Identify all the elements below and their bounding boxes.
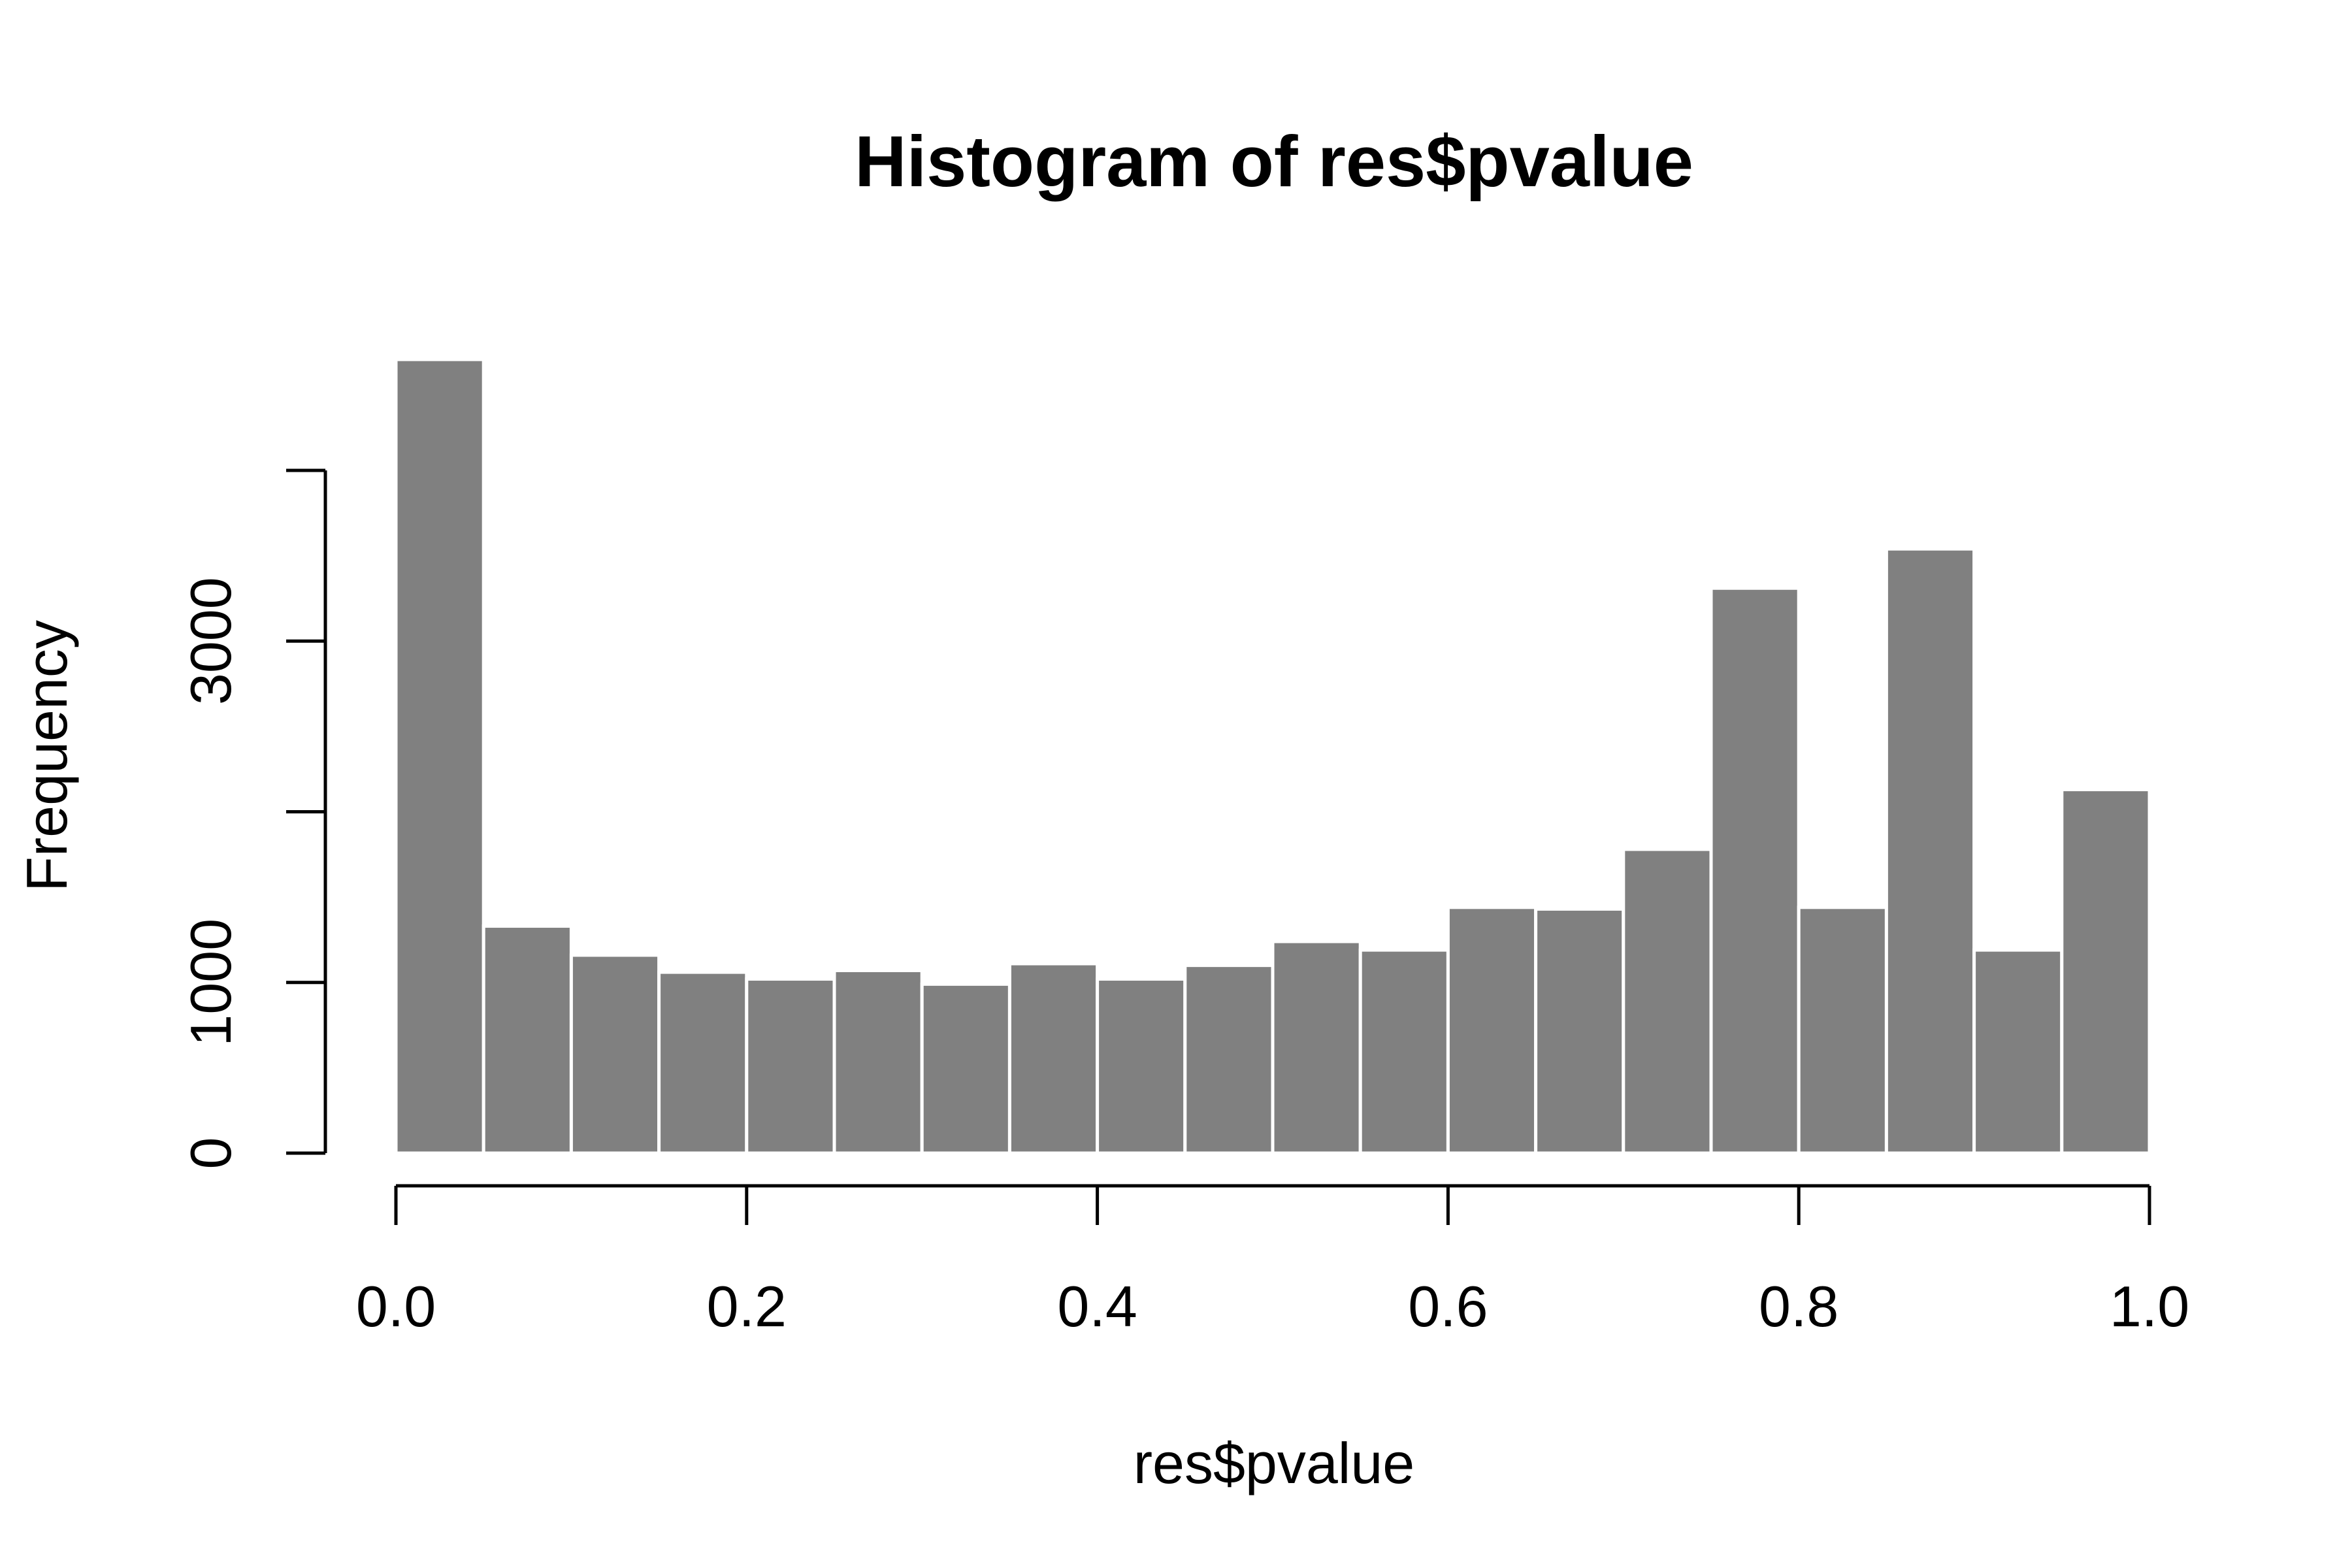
histogram-bar-10 [1183, 964, 1275, 1155]
histogram-bar-14 [1534, 907, 1625, 1155]
y-tick-label: 0 [178, 1137, 243, 1169]
y-tick-label: 3000 [178, 577, 243, 705]
histogram-bar-8 [1007, 962, 1100, 1155]
x-tick-label: 0.2 [707, 1274, 787, 1339]
histogram-bar-1 [394, 357, 485, 1155]
histogram-bar-13 [1446, 906, 1538, 1155]
histogram-bar-16 [1709, 586, 1801, 1155]
y-axis: 0 1000 3000 [178, 468, 327, 1169]
histogram-bar-3 [569, 953, 661, 1155]
histogram-bar-12 [1358, 948, 1450, 1155]
histogram-bar-4 [657, 970, 749, 1155]
histogram-bar-7 [920, 982, 1011, 1155]
y-axis-label: Frequency [14, 620, 79, 892]
y-tick-label: 1000 [178, 919, 243, 1047]
histogram-bar-18 [1884, 547, 1976, 1155]
histogram-bar-17 [1797, 906, 1888, 1155]
histogram-bar-5 [745, 977, 836, 1155]
histogram-bar-9 [1096, 977, 1187, 1155]
x-tick-label: 1.0 [2110, 1274, 2189, 1339]
x-tick-label: 0.6 [1408, 1274, 1488, 1339]
histogram-bar-11 [1271, 939, 1362, 1155]
x-axis: 0.0 0.2 0.4 0.6 0.8 1.0 [356, 1184, 2189, 1339]
x-tick-label: 0.8 [1759, 1274, 1838, 1339]
x-tick-label: 0.0 [356, 1274, 436, 1339]
x-axis-label: res$pvalue [1134, 1431, 1415, 1495]
bars-group [394, 357, 2151, 1155]
chart-title: Histogram of res$pvalue [855, 122, 1693, 202]
x-tick-label: 0.4 [1057, 1274, 1137, 1339]
histogram-bar-2 [482, 924, 573, 1155]
histogram-bar-15 [1622, 847, 1713, 1155]
histogram-bar-19 [1972, 948, 2064, 1155]
histogram-bar-6 [832, 968, 924, 1155]
histogram-bar-20 [2060, 788, 2151, 1155]
